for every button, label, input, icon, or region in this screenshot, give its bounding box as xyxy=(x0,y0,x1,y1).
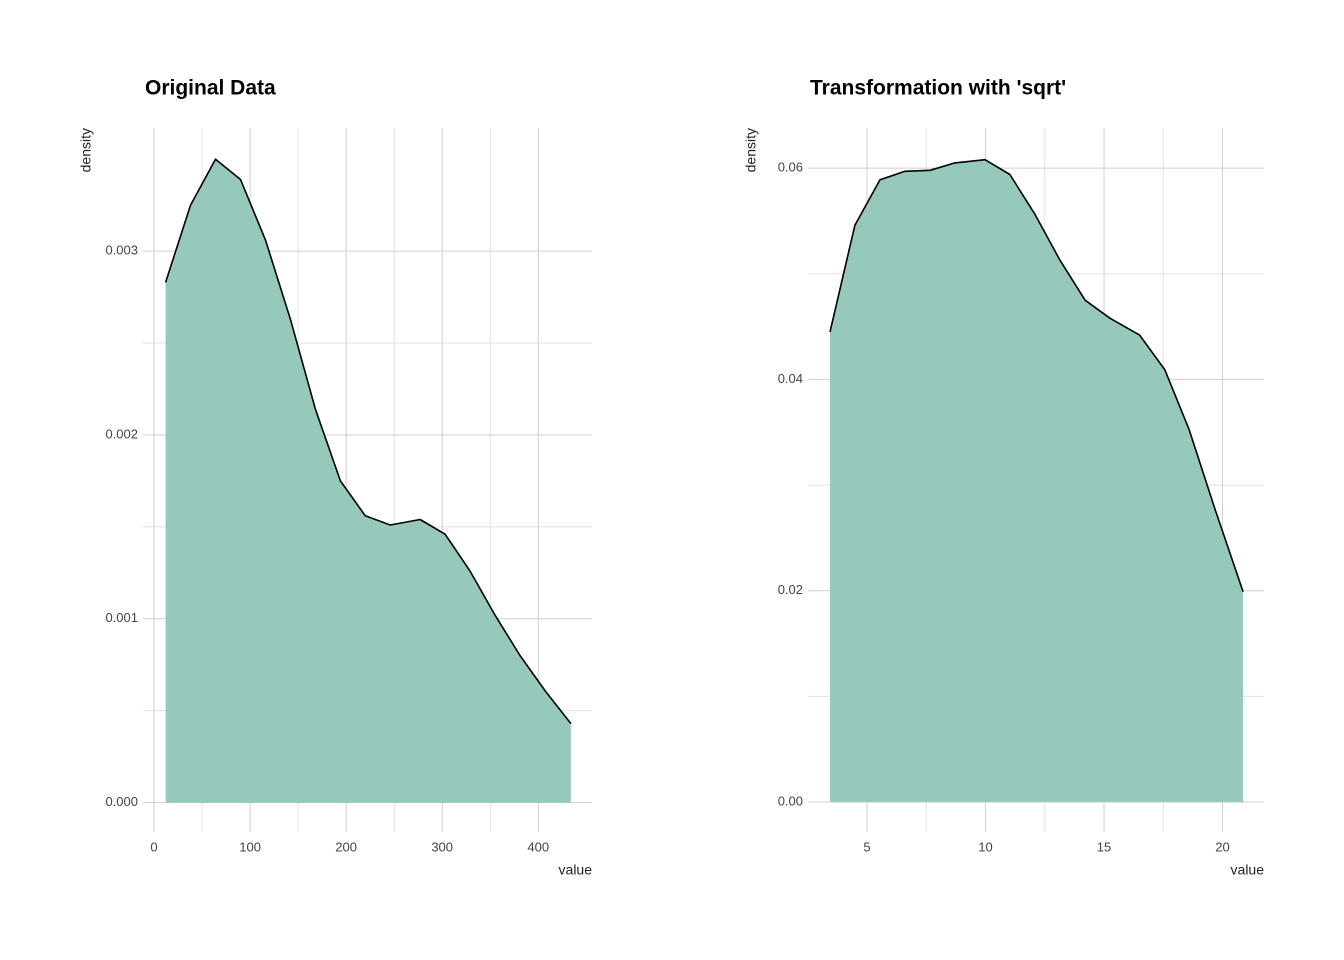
chart-title: Transformation with 'sqrt' xyxy=(810,77,1066,100)
density-area xyxy=(830,159,1244,802)
x-tick-label: 20 xyxy=(1215,839,1229,854)
y-axis-label: density xyxy=(78,128,94,172)
x-tick-label: 200 xyxy=(335,839,357,854)
y-tick-label: 0.000 xyxy=(105,794,138,809)
x-tick-label: 10 xyxy=(978,839,992,854)
y-tick-label: 0.02 xyxy=(778,582,803,597)
x-tick-label: 300 xyxy=(431,839,453,854)
density-line xyxy=(164,158,572,725)
density-line xyxy=(829,158,1244,593)
x-tick-label: 5 xyxy=(863,839,870,854)
density-area xyxy=(165,159,571,803)
x-axis-label: value xyxy=(1231,862,1265,878)
y-tick-label: 0.06 xyxy=(778,160,803,175)
y-tick-label: 0.001 xyxy=(105,610,138,625)
y-tick-label: 0.04 xyxy=(778,371,803,386)
y-tick-label: 0.003 xyxy=(105,243,138,258)
x-axis-label: value xyxy=(559,862,593,878)
x-tick-label: 0 xyxy=(150,839,157,854)
x-tick-label: 15 xyxy=(1097,839,1111,854)
y-axis-label: density xyxy=(743,128,759,172)
y-tick-label: 0.002 xyxy=(105,426,138,441)
x-tick-label: 100 xyxy=(239,839,261,854)
chart-title: Original Data xyxy=(145,77,276,100)
y-tick-label: 0.00 xyxy=(778,793,803,808)
x-tick-label: 400 xyxy=(527,839,549,854)
